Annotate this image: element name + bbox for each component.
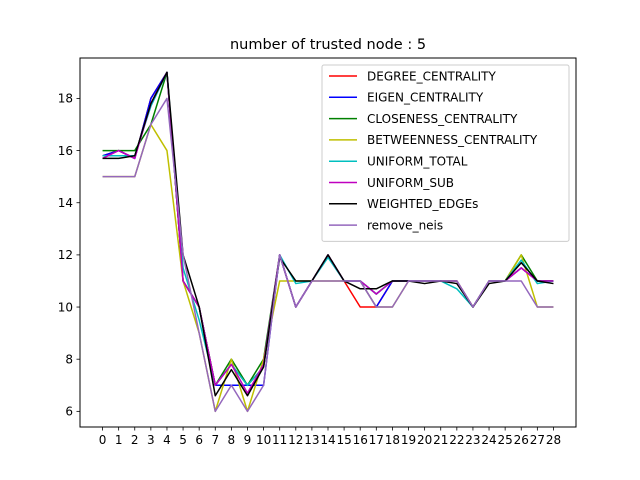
x-tick-label: 17 xyxy=(369,433,384,447)
x-tick-label: 10 xyxy=(256,433,271,447)
x-tick-label: 23 xyxy=(465,433,480,447)
legend-label: BETWEENNESS_CENTRALITY xyxy=(367,133,538,147)
legend-box xyxy=(321,64,570,242)
x-tick-label: 3 xyxy=(147,433,155,447)
legend: DEGREE_CENTRALITY EIGEN_CENTRALITY CLOSENE… xyxy=(321,64,570,242)
y-tick-label: 8 xyxy=(65,352,73,366)
x-tick-label: 8 xyxy=(228,433,236,447)
x-tick-label: 26 xyxy=(514,433,529,447)
y-tick-label: 6 xyxy=(65,405,73,419)
legend-label: EIGEN_CENTRALITY xyxy=(367,91,484,105)
x-tick-label: 15 xyxy=(336,433,351,447)
y-tick-label: 16 xyxy=(58,144,73,158)
y-tick-label: 14 xyxy=(58,196,73,210)
x-tick-label: 22 xyxy=(449,433,464,447)
x-tick-label: 2 xyxy=(131,433,139,447)
legend-label: DEGREE_CENTRALITY xyxy=(367,69,497,83)
y-tick-label: 12 xyxy=(58,248,73,262)
x-tick-label: 13 xyxy=(304,433,319,447)
x-tick-label: 4 xyxy=(163,433,171,447)
x-tick-label: 27 xyxy=(530,433,545,447)
x-tick-label: 7 xyxy=(211,433,219,447)
x-tick-label: 28 xyxy=(546,433,561,447)
x-tick-label: 21 xyxy=(433,433,448,447)
chart-title: number of trusted node : 5 xyxy=(230,37,426,53)
legend-label: remove_neis xyxy=(367,218,443,232)
y-axis: 6 8 10 12 14 16 18 xyxy=(58,92,80,419)
x-tick-label: 19 xyxy=(401,433,416,447)
x-tick-label: 6 xyxy=(195,433,203,447)
x-tick-label: 24 xyxy=(481,433,496,447)
series-line-remove-neis xyxy=(102,97,554,413)
legend-label: WEIGHTED_EDGEs xyxy=(367,197,478,211)
series-lines xyxy=(102,71,554,413)
x-tick-label: 11 xyxy=(272,433,287,447)
x-tick-label: 25 xyxy=(498,433,513,447)
x-tick-label: 14 xyxy=(320,433,335,447)
x-tick-label: 9 xyxy=(244,433,252,447)
x-tick-label: 18 xyxy=(385,433,400,447)
x-tick-label: 20 xyxy=(417,433,432,447)
x-tick-label: 0 xyxy=(99,433,107,447)
x-tick-label: 12 xyxy=(288,433,303,447)
x-tick-label: 16 xyxy=(353,433,368,447)
legend-label: UNIFORM_TOTAL xyxy=(367,155,468,169)
x-axis: 0 1 2 3 4 5 6 7 8 9 10 11 12 13 14 15 16 17 18 19 20 21 22 23 24… xyxy=(99,427,561,447)
legend-label: UNIFORM_SUB xyxy=(367,176,454,190)
y-tick-label: 10 xyxy=(58,300,73,314)
y-tick-label: 18 xyxy=(58,92,73,106)
x-tick-label: 1 xyxy=(115,433,123,447)
x-tick-label: 5 xyxy=(179,433,187,447)
legend-label: CLOSENESS_CENTRALITY xyxy=(367,112,518,126)
